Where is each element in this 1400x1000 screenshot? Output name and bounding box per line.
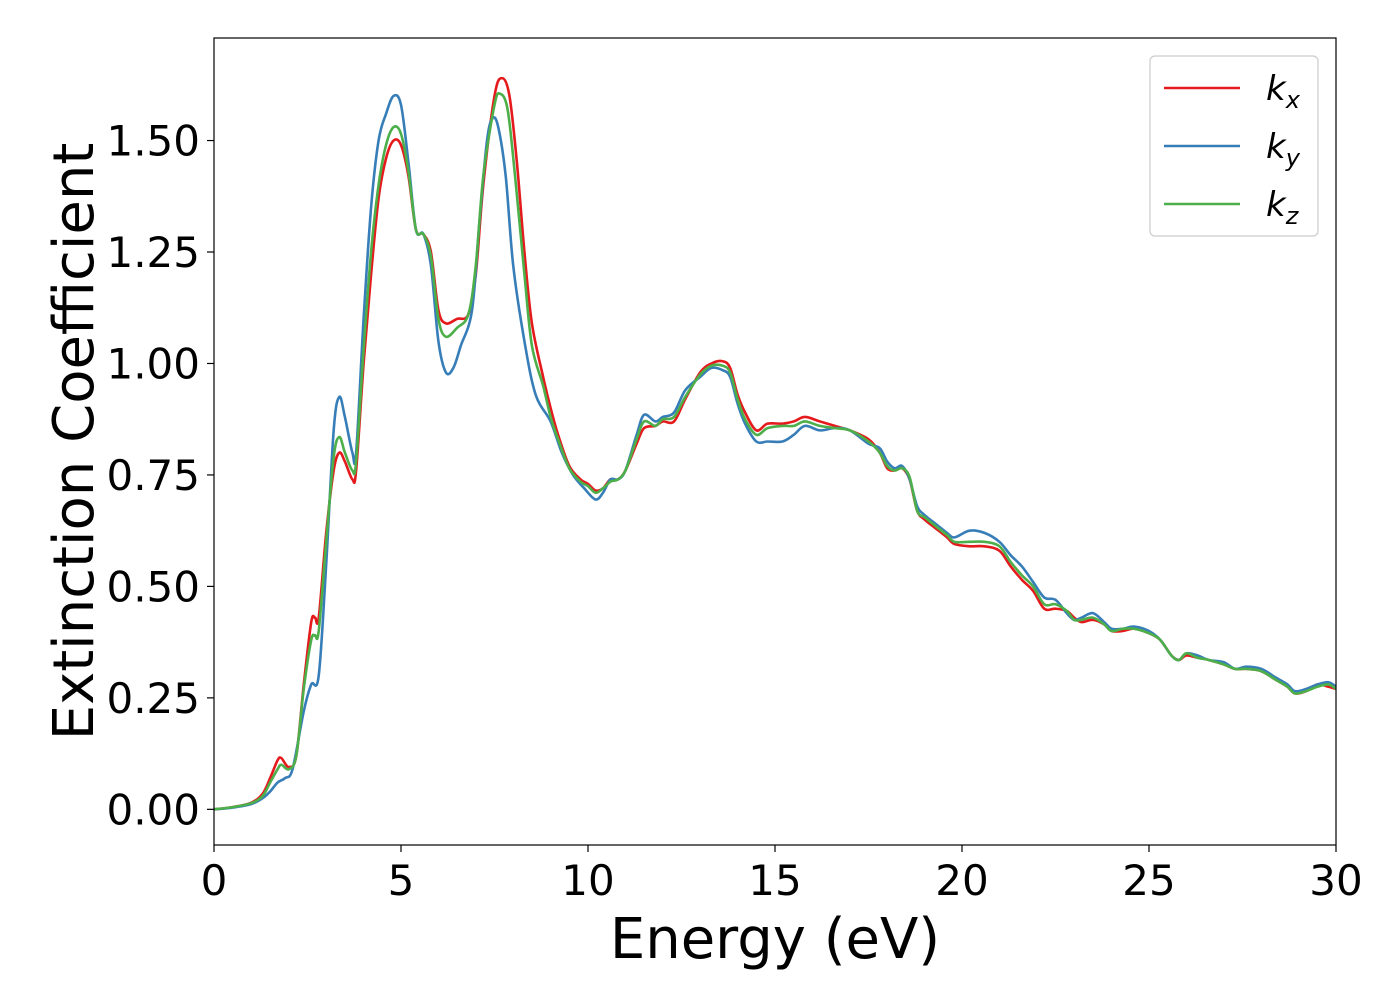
legend-label-ky: ky xyxy=(1266,127,1301,172)
legend-label-subscript: x xyxy=(1285,86,1301,114)
x-tick-label-0: 0 xyxy=(201,856,228,905)
y-tick-label-6: 1.50 xyxy=(106,117,200,166)
legend-label-kz: kz xyxy=(1266,185,1300,230)
x-axis: 0 5 10 15 20 25 30 xyxy=(201,845,1363,905)
legend-label-subscript: y xyxy=(1285,144,1301,172)
x-tick-label-25: 25 xyxy=(1122,856,1175,905)
x-tick-label-10: 10 xyxy=(561,856,614,905)
x-tick-label-5: 5 xyxy=(388,856,415,905)
y-axis-label: Extinction Coefficient xyxy=(42,143,107,741)
y-tick-label-1: 0.25 xyxy=(106,674,200,723)
legend-label-subscript: z xyxy=(1285,202,1300,230)
x-tick-label-15: 15 xyxy=(748,856,801,905)
x-tick-label-30: 30 xyxy=(1309,856,1362,905)
y-tick-label-0: 0.00 xyxy=(106,785,200,834)
plot-frame xyxy=(213,37,1337,846)
y-axis: 0.00 0.25 0.50 0.75 1.00 1.25 1.50 xyxy=(106,117,214,834)
y-tick-label-3: 0.75 xyxy=(106,451,200,500)
legend-label-main: k xyxy=(1266,185,1287,225)
x-tick-label-20: 20 xyxy=(935,856,988,905)
legend-label-main: k xyxy=(1266,127,1287,167)
y-tick-label-2: 0.50 xyxy=(106,562,200,611)
legend-label-kx: kx xyxy=(1266,69,1301,114)
plot-area xyxy=(214,76,1336,811)
x-axis-label: Energy (eV) xyxy=(610,907,940,972)
y-tick-label-4: 1.00 xyxy=(106,339,200,388)
series-line-kz xyxy=(214,91,1336,811)
legend-label-main: k xyxy=(1266,69,1287,109)
y-tick-label-5: 1.25 xyxy=(106,228,200,277)
